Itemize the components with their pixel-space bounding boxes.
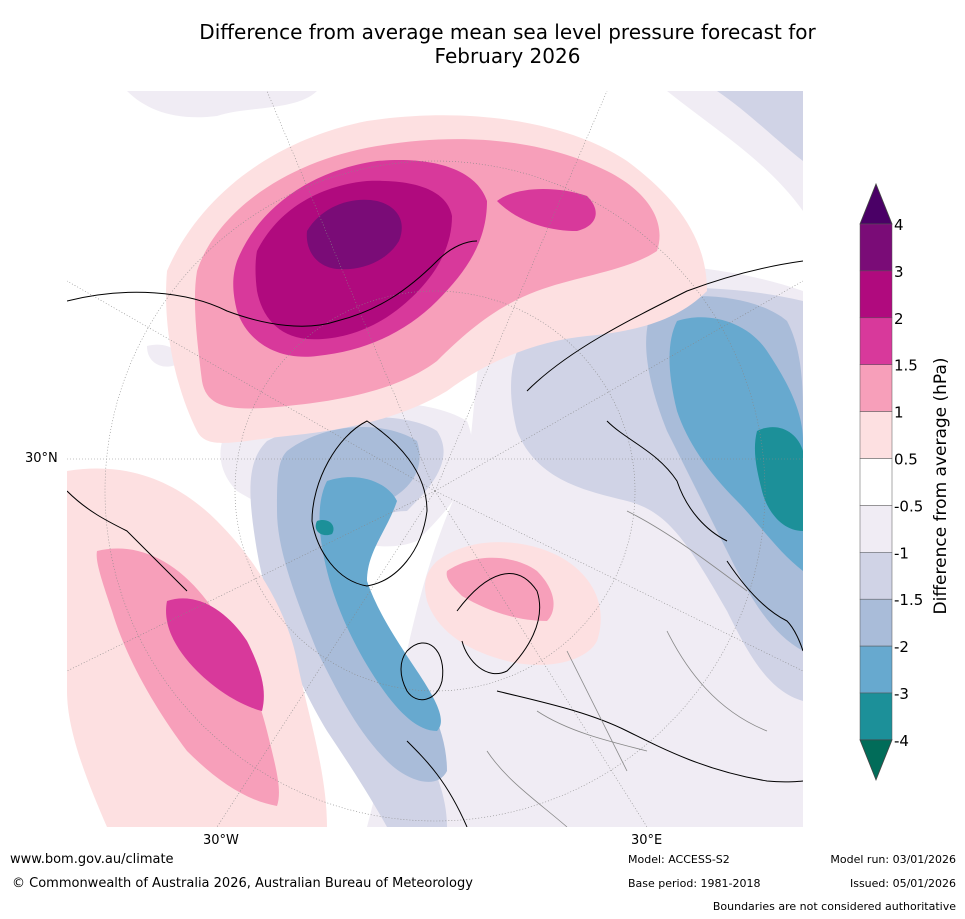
longitude-label-30e: 30°E [631,833,663,848]
colorbar-segments [859,182,893,781]
colorbar-segment [859,645,893,694]
colorbar-segment [859,552,893,600]
map-title: Difference from average mean sea level p… [120,20,895,68]
colorbar-extend-high [859,182,893,225]
colorbar-segment [859,270,893,319]
colorbar-tick-label: -0.5 [894,497,923,515]
title-line-2: February 2026 [434,44,581,68]
website-link[interactable]: www.bom.gov.au/climate [10,852,174,867]
colorbar-tick-label: 0.5 [894,451,918,469]
colorbar-segment [859,223,893,272]
colorbar-segment [859,458,893,506]
colorbar-tick-label: 4 [894,216,904,234]
title-line-1: Difference from average mean sea level p… [199,20,816,44]
colorbar-tick-label: -4 [894,732,909,750]
boundary-disclaimer: Boundaries are not considered authoritat… [712,900,956,913]
model-run-date: Model run: 03/01/2026 [830,853,956,866]
graticule [67,91,803,827]
model-name: Model: ACCESS-S2 [628,853,730,866]
colorbar-ticks: 4 3 2 1.5 1 0.5 -0.5 -1 -1.5 -2 -3 -4 [894,216,923,750]
copyright-notice: © Commonwealth of Australia 2026, Austra… [12,876,473,891]
country-borders [486,510,768,827]
colorbar: 4 3 2 1.5 1 0.5 -0.5 -1 -1.5 -2 -3 -4 [859,182,923,781]
colorbar-tick-label: -1 [894,544,909,562]
colorbar-tick-label: -1.5 [894,591,923,609]
colorbar-segment [859,505,893,553]
colorbar-label: Difference from average (hPa) [931,357,951,615]
colorbar-tick-label: -3 [894,685,909,703]
colorbar-tick-label: -2 [894,638,909,656]
longitude-label-30w: 30°W [203,833,239,848]
colorbar-segment [859,598,893,647]
coastlines [67,240,803,827]
pressure-anomaly-map [67,91,803,827]
latitude-label-30n: 30°N [25,451,58,466]
colorbar-segment [859,364,893,412]
colorbar-segment [859,317,893,365]
colorbar-tick-label: 1 [894,404,904,422]
base-period: Base period: 1981-2018 [628,877,761,890]
issued-date: Issued: 05/01/2026 [849,877,956,890]
colorbar-tick-label: 1.5 [894,357,918,375]
colorbar-segment [859,411,893,459]
colorbar-tick-label: 2 [894,310,904,328]
anomaly-band-minus-3-to-minus-4 [315,427,803,536]
anomaly-band-3-to-4 [306,199,402,270]
colorbar-extend-low [859,739,893,781]
colorbar-tick-label: 3 [894,263,904,281]
colorbar-segment [859,692,893,741]
